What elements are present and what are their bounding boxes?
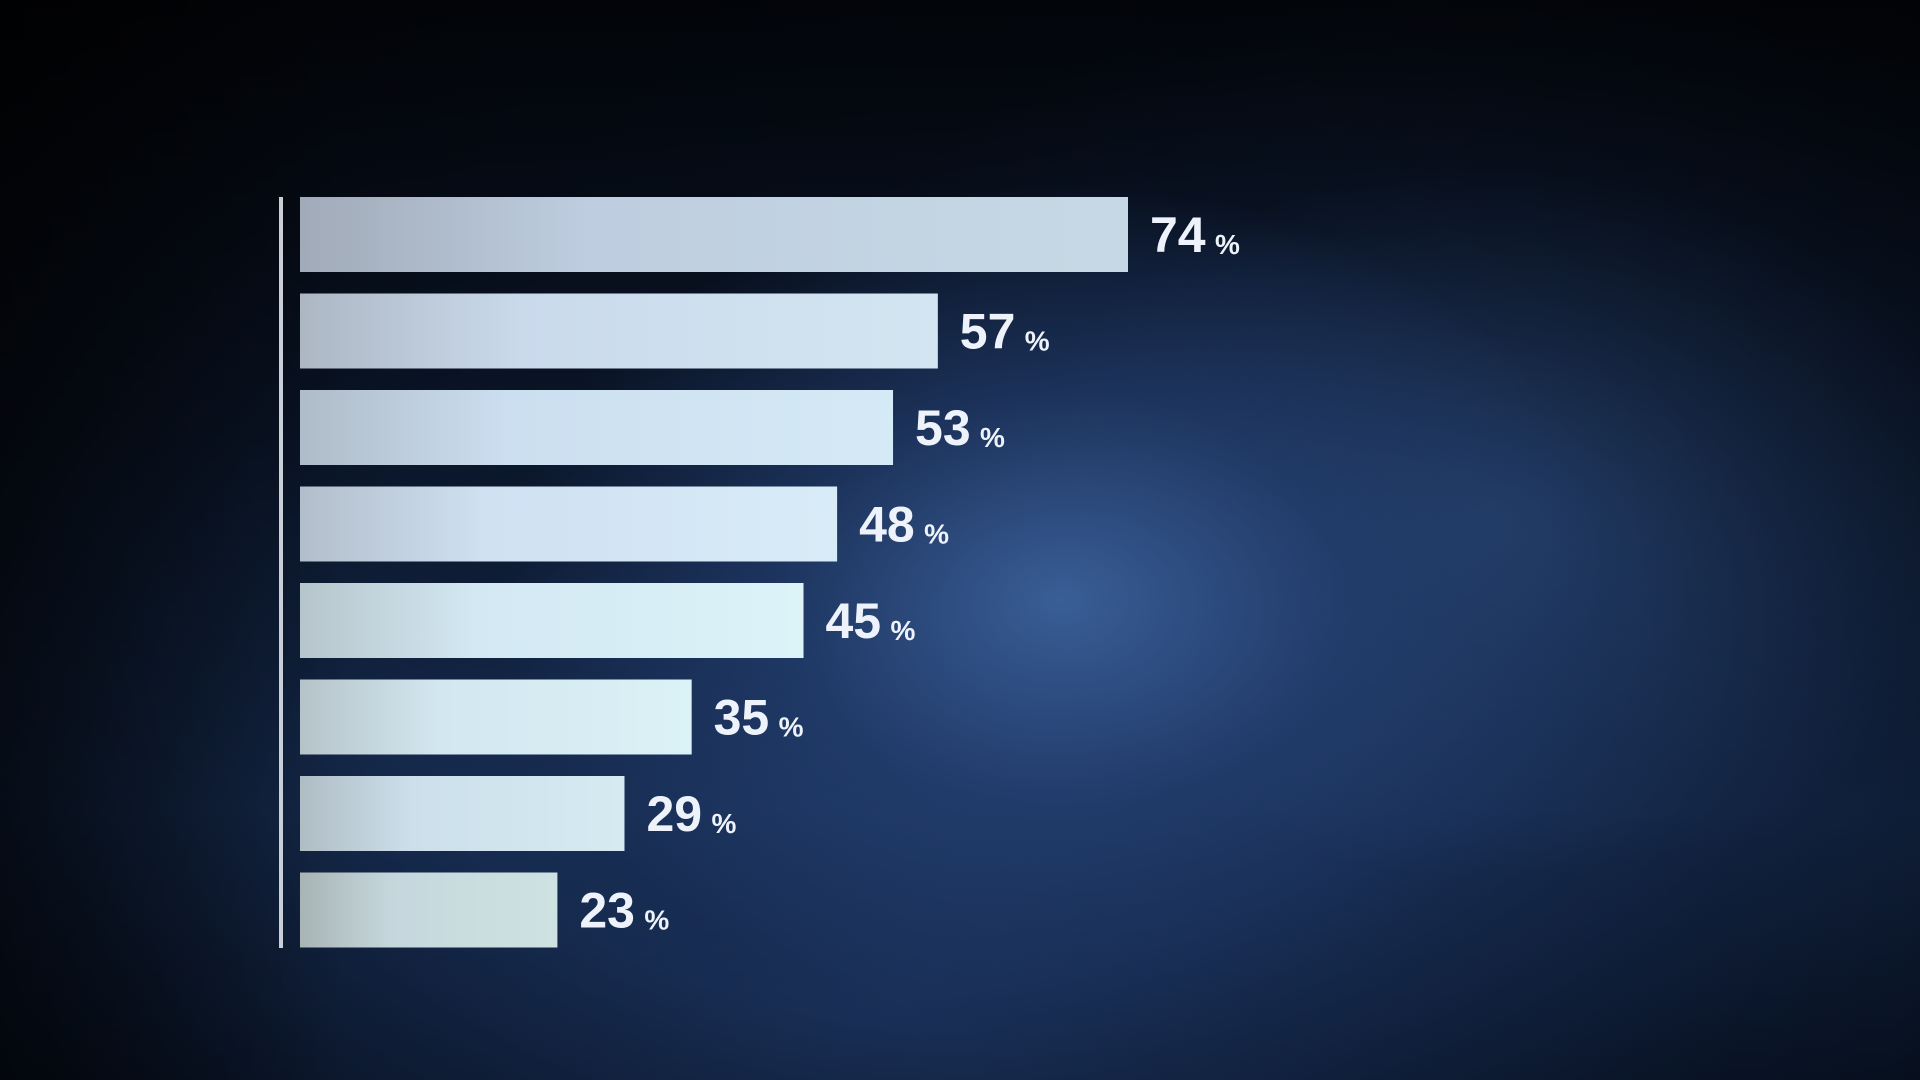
- bar-shading-29: [300, 776, 625, 851]
- value-label-48: 48: [859, 497, 915, 553]
- bar-shading-74: [300, 197, 1128, 272]
- percent-sign-53: %: [980, 422, 1005, 453]
- percent-sign-23: %: [644, 905, 669, 936]
- value-label-45: 45: [826, 593, 882, 649]
- bar-shading-35: [300, 679, 692, 755]
- percent-sign-48: %: [924, 519, 949, 550]
- percent-sign-29: %: [711, 808, 736, 839]
- value-label-35: 35: [714, 690, 770, 746]
- percent-sign-45: %: [891, 615, 916, 646]
- value-label-74: 74: [1150, 207, 1206, 263]
- percent-sign-74: %: [1215, 229, 1240, 260]
- bar-shading-23: [300, 872, 558, 948]
- value-label-57: 57: [960, 304, 1016, 360]
- value-label-23: 23: [579, 883, 635, 939]
- bar-shading-48: [300, 486, 838, 562]
- bar-shading-53: [300, 390, 894, 465]
- bar-shading-57: [300, 293, 938, 369]
- value-label-53: 53: [915, 400, 971, 456]
- percent-sign-35: %: [779, 712, 804, 743]
- value-label-29: 29: [646, 786, 702, 842]
- bar-shading-45: [300, 583, 804, 658]
- percent-sign-57: %: [1025, 326, 1050, 357]
